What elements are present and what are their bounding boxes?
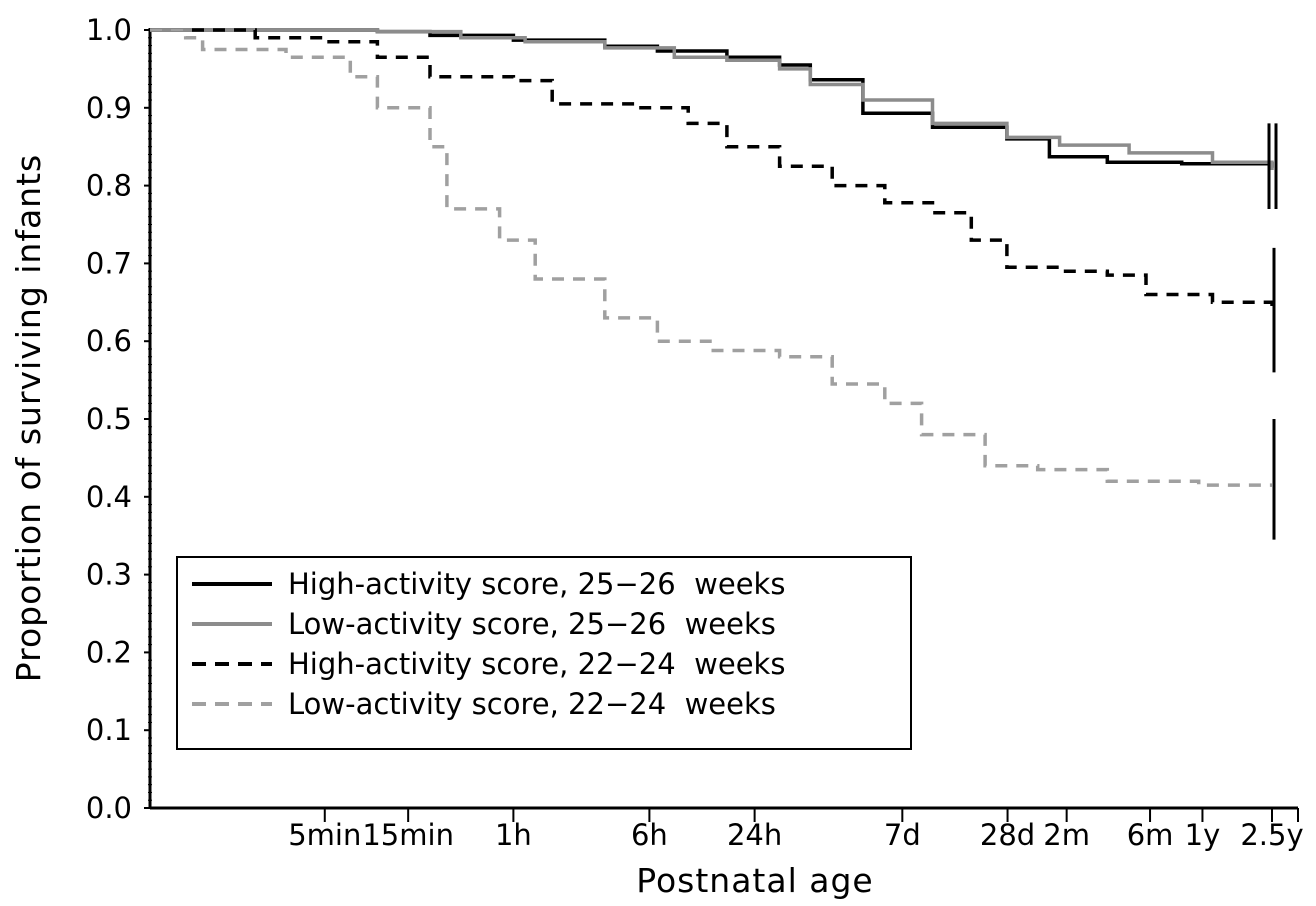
x-tick-label-1y: 1y [1185,818,1221,852]
confidence-bars [1267,123,1278,540]
y-ticks: 0.0 0.1 0.2 0.3 0.4 0.5 0.6 0.7 0.8 0.9 1.0 [86,13,150,825]
y-tick-label: 0.0 [86,791,132,825]
x-tick-label-15min: 15min [362,818,454,852]
legend-box [176,556,912,750]
series-line-3 [150,28,1274,314]
y-tick-label: 0.2 [86,635,132,669]
legend-label-2: Low-activity score, 25−26 weeks [288,607,776,641]
y-tick-label: 0.8 [86,169,132,203]
y-tick-label: 0.7 [86,246,132,280]
x-tick-label-7d: 7d [884,818,921,852]
series-group [150,28,1274,487]
y-tick-label: 0.9 [86,91,132,125]
y-tick-label: 0.4 [86,480,132,514]
legend-label-1: High-activity score, 25−26 weeks [288,567,785,601]
x-tick-label-24h: 24h [727,818,782,852]
y-tick-label: 0.3 [86,558,132,592]
y-axis-label: Proportion of surviving infants [9,154,48,682]
y-tick-label: 1.0 [86,13,132,47]
y-minor-ticks [148,37,152,801]
x-tick-label-1h: 1h [495,818,532,852]
x-tick-label-28d: 28d [980,818,1035,852]
x-tick-label-5min: 5min [288,818,361,852]
x-tick-label-6h: 6h [631,818,668,852]
series-line-2 [150,28,1274,170]
x-axis-label: Postnatal age [636,861,873,900]
y-tick-label: 0.6 [86,324,132,358]
series-line-4 [150,28,1272,487]
x-tick-label-2m: 2m [1043,818,1090,852]
series-line-1 [150,28,1274,168]
legend-label-3: High-activity score, 22−24 weeks [288,647,785,681]
y-tick-label: 0.1 [86,713,132,747]
legend-label-4: Low-activity score, 22−24 weeks [288,687,776,721]
x-ticks: 5min 15min 1h 6h 24h 7d 28d 2m 6m 1y 2.5y [288,808,1304,852]
x-tick-label-2-5y: 2.5y [1240,818,1303,852]
y-tick-label: 0.5 [86,402,132,436]
x-tick-label-6m: 6m [1127,818,1174,852]
legend: High-activity score, 25−26 weeks Low-acti… [176,556,912,750]
